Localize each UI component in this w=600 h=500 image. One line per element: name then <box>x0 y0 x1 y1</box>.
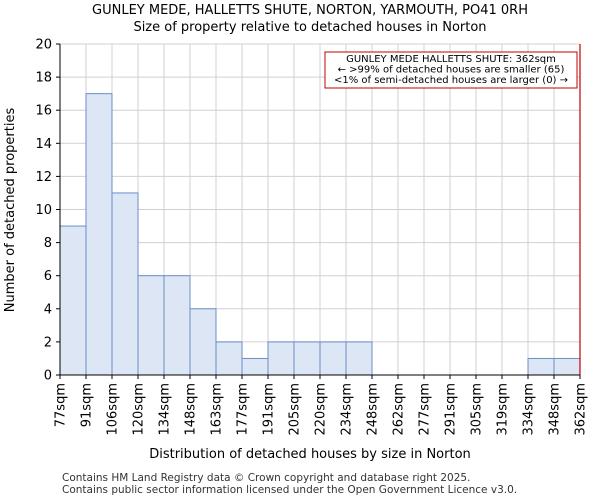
bar <box>553 357 581 376</box>
x-tick-label: 334sqm <box>522 383 537 436</box>
bar <box>241 357 269 376</box>
y-tick-label: 0 <box>44 369 52 384</box>
annotation-line: <1% of semi-detached houses are larger (… <box>334 75 568 86</box>
y-tick-label: 18 <box>35 71 52 86</box>
bar <box>163 275 191 376</box>
bar <box>111 192 139 376</box>
x-tick-label: 362sqm <box>574 383 589 436</box>
x-tick-label: 248sqm <box>366 383 381 436</box>
bar <box>267 341 295 376</box>
x-tick-label: 106sqm <box>106 383 121 436</box>
bar <box>293 341 321 376</box>
x-tick-label: 262sqm <box>392 383 407 436</box>
x-tick-label: 348sqm <box>548 383 563 436</box>
x-tick-label: 77sqm <box>54 383 69 427</box>
y-tick-label: 10 <box>35 203 52 218</box>
chart-title: GUNLEY MEDE, HALLETTS SHUTE, NORTON, YAR… <box>92 3 528 18</box>
x-axis-title: Distribution of detached houses by size … <box>149 447 471 462</box>
y-tick-label: 14 <box>35 137 52 152</box>
x-tick-label: 163sqm <box>210 383 225 436</box>
x-tick-label: 319sqm <box>496 383 511 436</box>
bar <box>527 357 555 376</box>
x-tick-label: 91sqm <box>80 383 95 427</box>
bars <box>59 93 581 376</box>
bar <box>85 93 113 376</box>
y-tick-label: 20 <box>35 38 52 53</box>
bar <box>215 341 243 376</box>
y-tick-label: 6 <box>44 269 52 284</box>
annotation: GUNLEY MEDE HALLETTS SHUTE: 362sqm← >99%… <box>324 44 581 375</box>
footer-line-2: Contains public sector information licen… <box>62 484 518 496</box>
x-tick-label: 220sqm <box>314 383 329 436</box>
y-axis-title: Number of detached properties <box>3 108 18 313</box>
bar <box>345 341 373 376</box>
x-tick-label: 305sqm <box>470 383 485 436</box>
bar <box>137 275 165 376</box>
x-tick-label: 205sqm <box>288 383 303 436</box>
x-tick-label: 134sqm <box>158 383 173 436</box>
bar <box>319 341 347 376</box>
y-tick-label: 16 <box>35 104 52 119</box>
y-tick-label: 4 <box>44 302 52 317</box>
x-tick-label: 148sqm <box>184 383 199 436</box>
annotation-line: GUNLEY MEDE HALLETTS SHUTE: 362sqm <box>346 54 556 65</box>
x-tick-label: 191sqm <box>262 383 277 436</box>
bar <box>189 308 217 376</box>
chart-subtitle: Size of property relative to detached ho… <box>133 20 486 35</box>
x-tick-label: 177sqm <box>236 383 251 436</box>
x-tick-label: 234sqm <box>340 383 355 436</box>
annotation-line: ← >99% of detached houses are smaller (6… <box>338 65 565 76</box>
x-tick-label: 277sqm <box>418 383 433 436</box>
y-tick-label: 8 <box>44 236 52 251</box>
y-tick-label: 2 <box>44 335 52 350</box>
footer-line-1: Contains HM Land Registry data © Crown c… <box>62 472 471 484</box>
bar <box>59 225 87 376</box>
annotation-box <box>324 51 578 89</box>
x-tick-label: 291sqm <box>444 383 459 436</box>
x-tick-label: 120sqm <box>132 383 147 436</box>
axes: 0 2 4 6 8 10 12 14 16 18 20 77sqm 91sqm 106sqm 120sqm 1… <box>35 38 588 436</box>
y-tick-label: 12 <box>35 170 52 185</box>
